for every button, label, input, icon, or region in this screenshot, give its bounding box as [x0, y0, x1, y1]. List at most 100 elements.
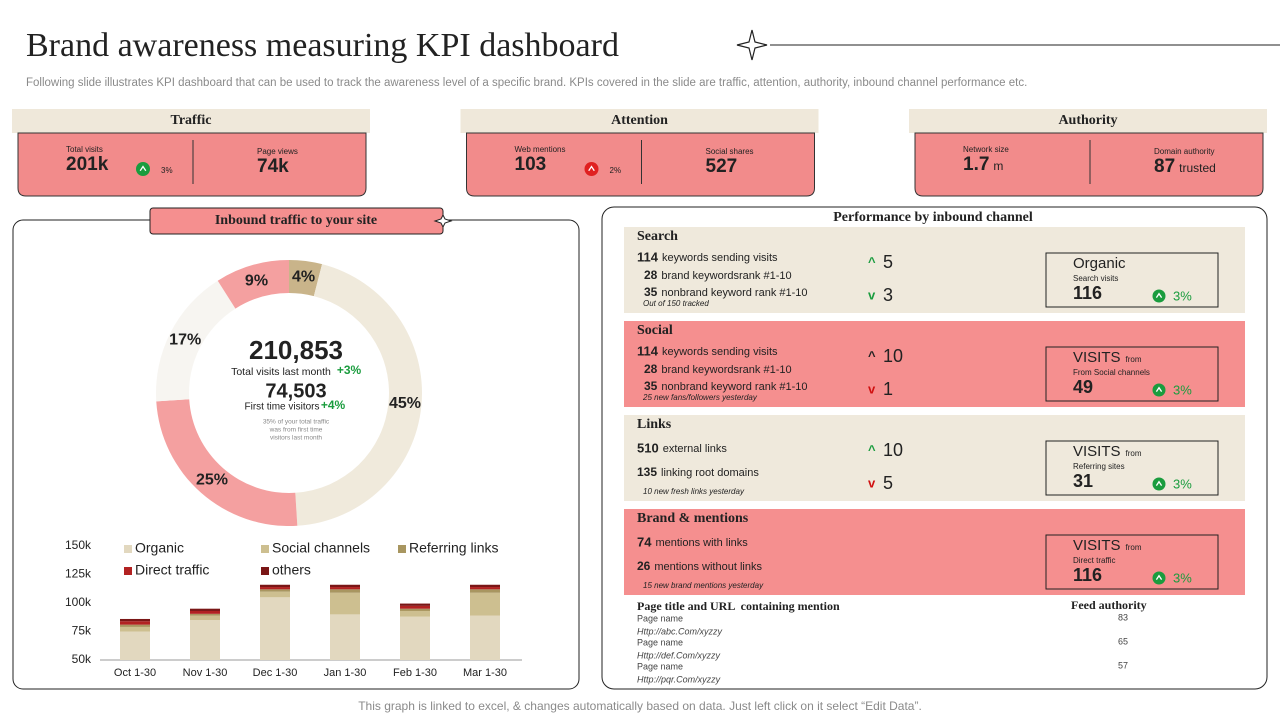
section-note: 15 new brand mentions yesterday [643, 581, 764, 590]
star-decoration [736, 29, 768, 61]
box-title: VISITS [1073, 443, 1121, 460]
legend-swatch [124, 567, 132, 575]
box-title: Organic [1073, 255, 1126, 272]
donut-slice [295, 264, 422, 526]
kpi-header [12, 109, 370, 133]
donut-slice [156, 280, 236, 402]
change-badge [1152, 383, 1166, 397]
bar-segment [120, 631, 150, 660]
row-text: mentions with links [655, 537, 748, 549]
visits-box [1045, 252, 1219, 308]
box-value: 116 [1073, 565, 1102, 585]
row-text: nonbrand keyword rank #1-10 [661, 381, 807, 393]
x-tick-label: Feb 1-30 [393, 667, 437, 679]
total-visits: 210,853 [249, 335, 343, 365]
legend-label: others [272, 562, 311, 578]
row-number: 35 [644, 379, 658, 393]
section-note: 25 new fans/followers yesterday [642, 393, 758, 402]
box-from: from [1126, 355, 1142, 364]
change-badge [1152, 571, 1166, 585]
donut-slice [217, 260, 289, 309]
performance-title: Performance by inbound channel [833, 210, 1033, 225]
kpi-value: 87 [1154, 156, 1175, 177]
section-title: Brand & mentions [637, 511, 749, 526]
page-subtitle: Following slide illustrates KPI dashboar… [26, 77, 1027, 89]
inbound-title: Inbound traffic to your site [215, 213, 377, 228]
kpi-value: 1.7 [963, 154, 989, 175]
y-tick-label: 100k [65, 595, 92, 609]
legend-label: Direct traffic [135, 562, 209, 578]
legend-label: Organic [135, 540, 184, 556]
box-change: 3% [1173, 476, 1192, 491]
change-badge [1152, 477, 1166, 491]
y-tick-label: 150k [65, 538, 92, 552]
kpi-value: 201k [66, 154, 109, 175]
legend-swatch [261, 545, 269, 553]
bar-segment [330, 584, 360, 588]
box-source: Referring sites [1073, 462, 1125, 471]
section-note: Out of 150 tracked [643, 299, 709, 308]
bar-segment [260, 587, 290, 590]
donut-slice [289, 260, 323, 297]
badge-arrow [1155, 292, 1163, 298]
bar-segment [400, 608, 430, 611]
box-source: Direct traffic [1073, 556, 1116, 565]
section-bg [624, 227, 1245, 313]
bar-segment [400, 610, 430, 617]
trend-arrow: ^ [868, 442, 876, 457]
bar-segment [400, 605, 430, 609]
footer-note: This graph is linked to excel, & changes… [358, 699, 922, 713]
section-bg [624, 509, 1245, 595]
page-url: Http://pqr.Com/xyzzy [637, 674, 721, 684]
inbound-note: 35% of your total traffic [263, 419, 330, 426]
bar-segment [470, 592, 500, 616]
visits-box [1045, 440, 1219, 496]
kpi-label: Domain authority [1154, 147, 1214, 156]
first-label: First time visitors [245, 402, 320, 413]
page-title: Brand awareness measuring KPI dashboard [26, 27, 619, 64]
bar-segment [330, 589, 360, 593]
bar-segment [120, 626, 150, 632]
performance-panel [601, 206, 1268, 690]
page-url: Http://def.Com/xyzzy [637, 650, 721, 660]
kpi-value: 74k [257, 156, 289, 177]
slice-label: 17% [169, 331, 201, 348]
legend-label: Social channels [272, 540, 370, 556]
kpi-unit: m [993, 159, 1003, 173]
legend-swatch [261, 567, 269, 575]
bar-segment [260, 591, 290, 598]
bar-segment [470, 584, 500, 588]
row-number: 114 [637, 343, 659, 358]
bar-segment [330, 592, 360, 615]
box-value: 49 [1073, 377, 1093, 397]
row-text: linking root domains [661, 467, 759, 479]
row-text: nonbrand keyword rank #1-10 [661, 287, 807, 299]
page-name: Page name [637, 613, 683, 623]
box-change: 3% [1173, 288, 1192, 303]
row-text: external links [663, 443, 728, 455]
bar-segment [470, 587, 500, 590]
kpi-card [466, 132, 815, 197]
bar-segment [330, 614, 360, 660]
badge-arrow [1155, 574, 1163, 580]
trend-arrow: v [868, 287, 876, 302]
trend-value: 10 [883, 346, 903, 366]
bar-segment [190, 610, 220, 614]
bar-segment [260, 589, 290, 592]
kpi-title: Attention [611, 113, 668, 128]
total-label: Total visits last month [231, 366, 331, 378]
kpi-value: 103 [515, 154, 547, 175]
kpi-header [909, 109, 1267, 133]
box-title: VISITS [1073, 349, 1121, 366]
slice-label: 25% [196, 472, 228, 489]
bar-segment [470, 589, 500, 593]
change-badge [1152, 289, 1166, 303]
first-visitors: 74,503 [265, 380, 326, 402]
section-title: Links [637, 417, 672, 432]
row-number: 510 [637, 440, 659, 455]
y-tick-label: 75k [72, 624, 92, 638]
bar-segment [190, 613, 220, 616]
row-number: 135 [637, 465, 657, 479]
trend-arrow: v [868, 475, 876, 490]
